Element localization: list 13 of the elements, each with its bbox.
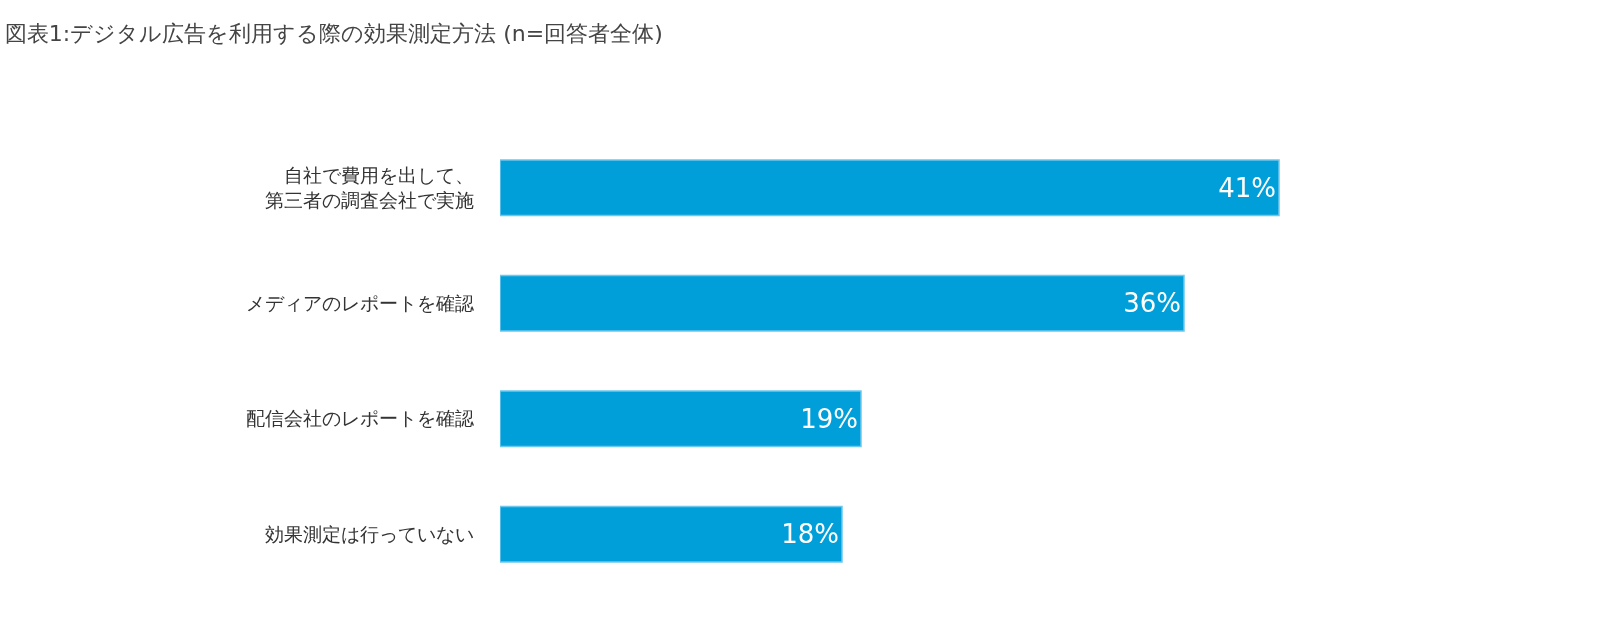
bar [500, 505, 843, 563]
y-tick-label: 効果測定は行っていない [265, 522, 474, 545]
bar [500, 159, 1280, 217]
y-tick-label: 配信会社のレポートを確認 [246, 407, 474, 430]
data-label: 19% [800, 403, 858, 434]
data-label: 18% [781, 519, 839, 550]
y-tick-label: メディアのレポートを確認 [246, 291, 474, 314]
bar [500, 274, 1185, 332]
data-label: 41% [1218, 172, 1276, 203]
y-tick-label: 自社で費用を出して、第三者の調査会社で実施 [265, 164, 474, 211]
data-label: 36% [1123, 288, 1181, 319]
chart-title: 図表1:デジタル広告を利用する際の効果測定方法 (n=回答者全体) [4, 20, 663, 46]
bar [500, 390, 862, 448]
